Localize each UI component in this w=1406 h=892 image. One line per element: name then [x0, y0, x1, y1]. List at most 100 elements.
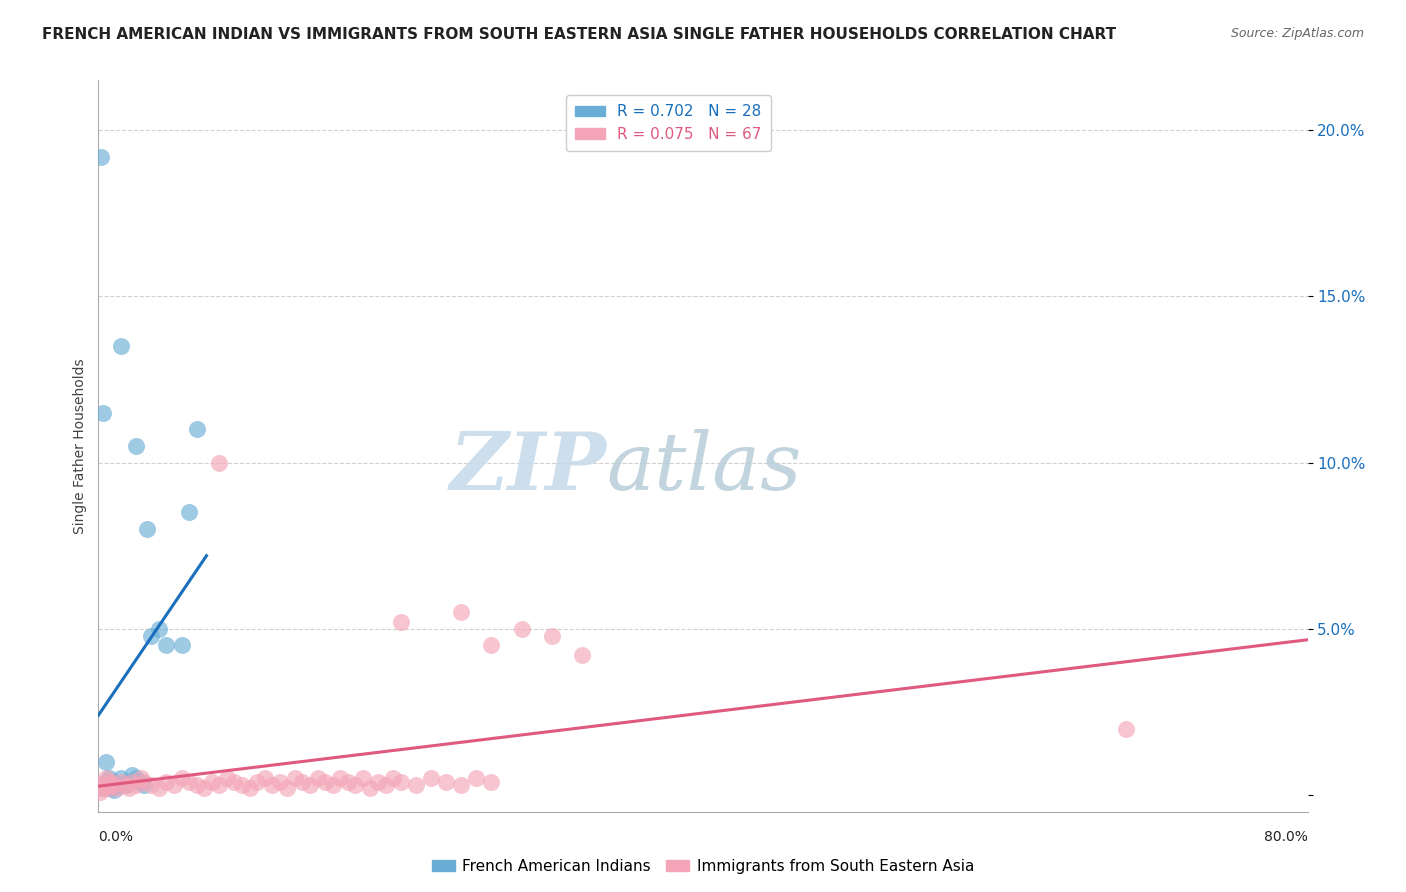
Point: [239, 781, 262, 796]
Point: [450, 778, 472, 792]
Point: [389, 774, 412, 789]
Point: [103, 778, 125, 792]
Point: [121, 768, 143, 782]
Point: [231, 778, 253, 792]
Point: [103, 783, 125, 797]
Point: [94, 774, 117, 789]
Point: [125, 778, 148, 792]
Text: atlas: atlas: [606, 429, 801, 507]
Point: [93, 781, 115, 796]
Point: [141, 628, 163, 642]
Point: [284, 772, 307, 786]
Point: [163, 778, 186, 792]
Point: [405, 778, 427, 792]
Point: [344, 778, 367, 792]
Point: [322, 778, 344, 792]
Point: [110, 339, 132, 353]
Point: [253, 772, 276, 786]
Point: [193, 781, 215, 796]
Point: [208, 456, 231, 470]
Point: [155, 774, 177, 789]
Point: [389, 615, 412, 630]
Point: [374, 778, 396, 792]
Point: [208, 778, 231, 792]
Text: FRENCH AMERICAN INDIAN VS IMMIGRANTS FROM SOUTH EASTERN ASIA SINGLE FATHER HOUSE: FRENCH AMERICAN INDIAN VS IMMIGRANTS FRO…: [42, 27, 1116, 42]
Point: [336, 774, 359, 789]
Point: [329, 772, 352, 786]
Point: [90, 150, 112, 164]
Point: [93, 781, 115, 796]
Point: [224, 774, 246, 789]
Point: [103, 774, 125, 789]
Point: [307, 772, 329, 786]
Point: [135, 522, 157, 536]
Text: 80.0%: 80.0%: [1264, 830, 1308, 844]
Point: [540, 628, 562, 642]
Point: [125, 772, 148, 786]
Point: [100, 781, 122, 796]
Point: [201, 774, 224, 789]
Point: [118, 781, 141, 796]
Point: [170, 639, 193, 653]
Point: [94, 772, 117, 786]
Point: [114, 778, 136, 792]
Point: [121, 774, 143, 789]
Text: Source: ZipAtlas.com: Source: ZipAtlas.com: [1230, 27, 1364, 40]
Point: [91, 781, 114, 796]
Point: [352, 772, 374, 786]
Point: [186, 778, 208, 792]
Text: 0.0%: 0.0%: [98, 830, 134, 844]
Point: [114, 778, 136, 792]
Point: [90, 778, 112, 792]
Point: [110, 772, 132, 786]
Point: [465, 772, 488, 786]
Text: ZIP: ZIP: [450, 429, 606, 507]
Point: [269, 774, 291, 789]
Point: [148, 781, 170, 796]
Point: [105, 781, 128, 796]
Point: [148, 622, 170, 636]
Point: [100, 774, 122, 789]
Point: [90, 778, 112, 792]
Point: [360, 781, 382, 796]
Point: [434, 774, 457, 789]
Point: [155, 639, 177, 653]
Point: [450, 605, 472, 619]
Point: [91, 406, 114, 420]
Point: [125, 439, 148, 453]
Point: [129, 774, 152, 789]
Point: [110, 774, 132, 789]
Point: [186, 422, 208, 436]
Point: [262, 778, 284, 792]
Point: [94, 755, 117, 769]
Point: [129, 772, 152, 786]
Point: [94, 774, 117, 789]
Legend: French American Indians, Immigrants from South Eastern Asia: French American Indians, Immigrants from…: [426, 853, 980, 880]
Point: [118, 774, 141, 789]
Point: [179, 774, 201, 789]
Point: [299, 778, 322, 792]
Point: [420, 772, 443, 786]
Point: [132, 774, 155, 789]
Point: [510, 622, 533, 636]
Legend: R = 0.702   N = 28, R = 0.075   N = 67: R = 0.702 N = 28, R = 0.075 N = 67: [565, 95, 770, 152]
Point: [215, 772, 238, 786]
Point: [291, 774, 314, 789]
Point: [314, 774, 336, 789]
Point: [481, 774, 503, 789]
Point: [571, 648, 593, 663]
Point: [98, 781, 121, 796]
Point: [246, 774, 269, 789]
Point: [276, 781, 298, 796]
Point: [1115, 722, 1137, 736]
Point: [98, 772, 121, 786]
Point: [382, 772, 405, 786]
Point: [96, 778, 118, 792]
Point: [179, 506, 201, 520]
Y-axis label: Single Father Households: Single Father Households: [73, 359, 87, 533]
Point: [141, 778, 163, 792]
Point: [170, 772, 193, 786]
Point: [89, 785, 111, 799]
Point: [367, 774, 389, 789]
Point: [105, 778, 128, 792]
